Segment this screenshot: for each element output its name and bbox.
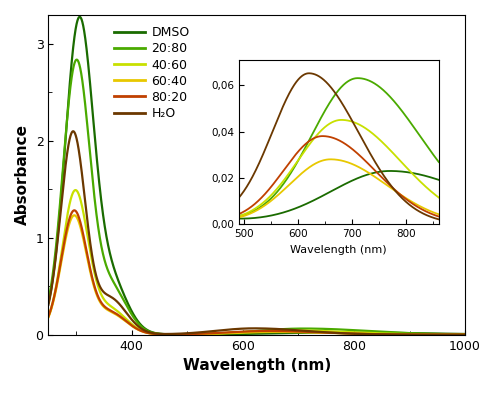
60:40: [207, 331, 213, 336]
DMSO: [119, 287, 124, 292]
H₂O: [207, 329, 213, 334]
H₂O: [459, 332, 465, 337]
Line: 80:20: 80:20: [49, 210, 471, 335]
20:80: [414, 331, 420, 336]
20:80: [468, 332, 474, 337]
Line: DMSO: DMSO: [49, 17, 471, 335]
Line: 40:60: 40:60: [49, 190, 471, 335]
X-axis label: Wavelength (nm): Wavelength (nm): [183, 358, 331, 373]
60:40: [468, 332, 474, 337]
20:80: [46, 298, 52, 303]
DMSO: [182, 332, 187, 337]
60:40: [226, 331, 232, 335]
DMSO: [226, 332, 232, 337]
DMSO: [414, 331, 420, 336]
DMSO: [208, 332, 214, 337]
DMSO: [77, 14, 83, 19]
H₂O: [46, 303, 52, 307]
H₂O: [70, 129, 76, 133]
H₂O: [94, 275, 100, 280]
40:60: [226, 330, 232, 335]
Legend: DMSO, 20:80, 40:60, 60:40, 80:20, H₂O: DMSO, 20:80, 40:60, 60:40, 80:20, H₂O: [109, 21, 194, 125]
40:60: [46, 314, 52, 319]
80:20: [414, 332, 420, 337]
20:80: [74, 57, 80, 62]
40:60: [94, 279, 100, 284]
60:40: [119, 316, 124, 321]
20:80: [119, 294, 124, 299]
DMSO: [468, 332, 474, 337]
60:40: [414, 332, 420, 337]
60:40: [71, 213, 77, 218]
80:20: [459, 332, 465, 337]
Line: 20:80: 20:80: [49, 60, 471, 335]
40:60: [207, 331, 213, 336]
80:20: [94, 291, 100, 295]
20:80: [226, 331, 232, 335]
H₂O: [226, 327, 232, 332]
20:80: [94, 214, 100, 219]
80:20: [71, 208, 77, 213]
60:40: [94, 292, 100, 297]
80:20: [468, 332, 474, 337]
60:40: [46, 315, 52, 320]
20:80: [459, 332, 465, 337]
DMSO: [460, 331, 466, 336]
80:20: [46, 314, 52, 319]
40:60: [72, 188, 78, 192]
20:80: [207, 331, 213, 336]
40:60: [414, 332, 420, 337]
Line: 60:40: 60:40: [49, 215, 471, 335]
H₂O: [414, 332, 420, 337]
80:20: [207, 331, 213, 336]
X-axis label: Wavelength (nm): Wavelength (nm): [291, 245, 387, 255]
H₂O: [119, 305, 124, 309]
80:20: [119, 315, 124, 320]
40:60: [459, 332, 465, 337]
80:20: [226, 330, 232, 335]
H₂O: [468, 332, 474, 337]
60:40: [459, 332, 465, 337]
Y-axis label: Absorbance: Absorbance: [15, 124, 30, 225]
40:60: [119, 312, 124, 317]
DMSO: [46, 301, 52, 305]
40:60: [468, 332, 474, 337]
Line: H₂O: H₂O: [49, 131, 471, 335]
DMSO: [94, 155, 100, 160]
